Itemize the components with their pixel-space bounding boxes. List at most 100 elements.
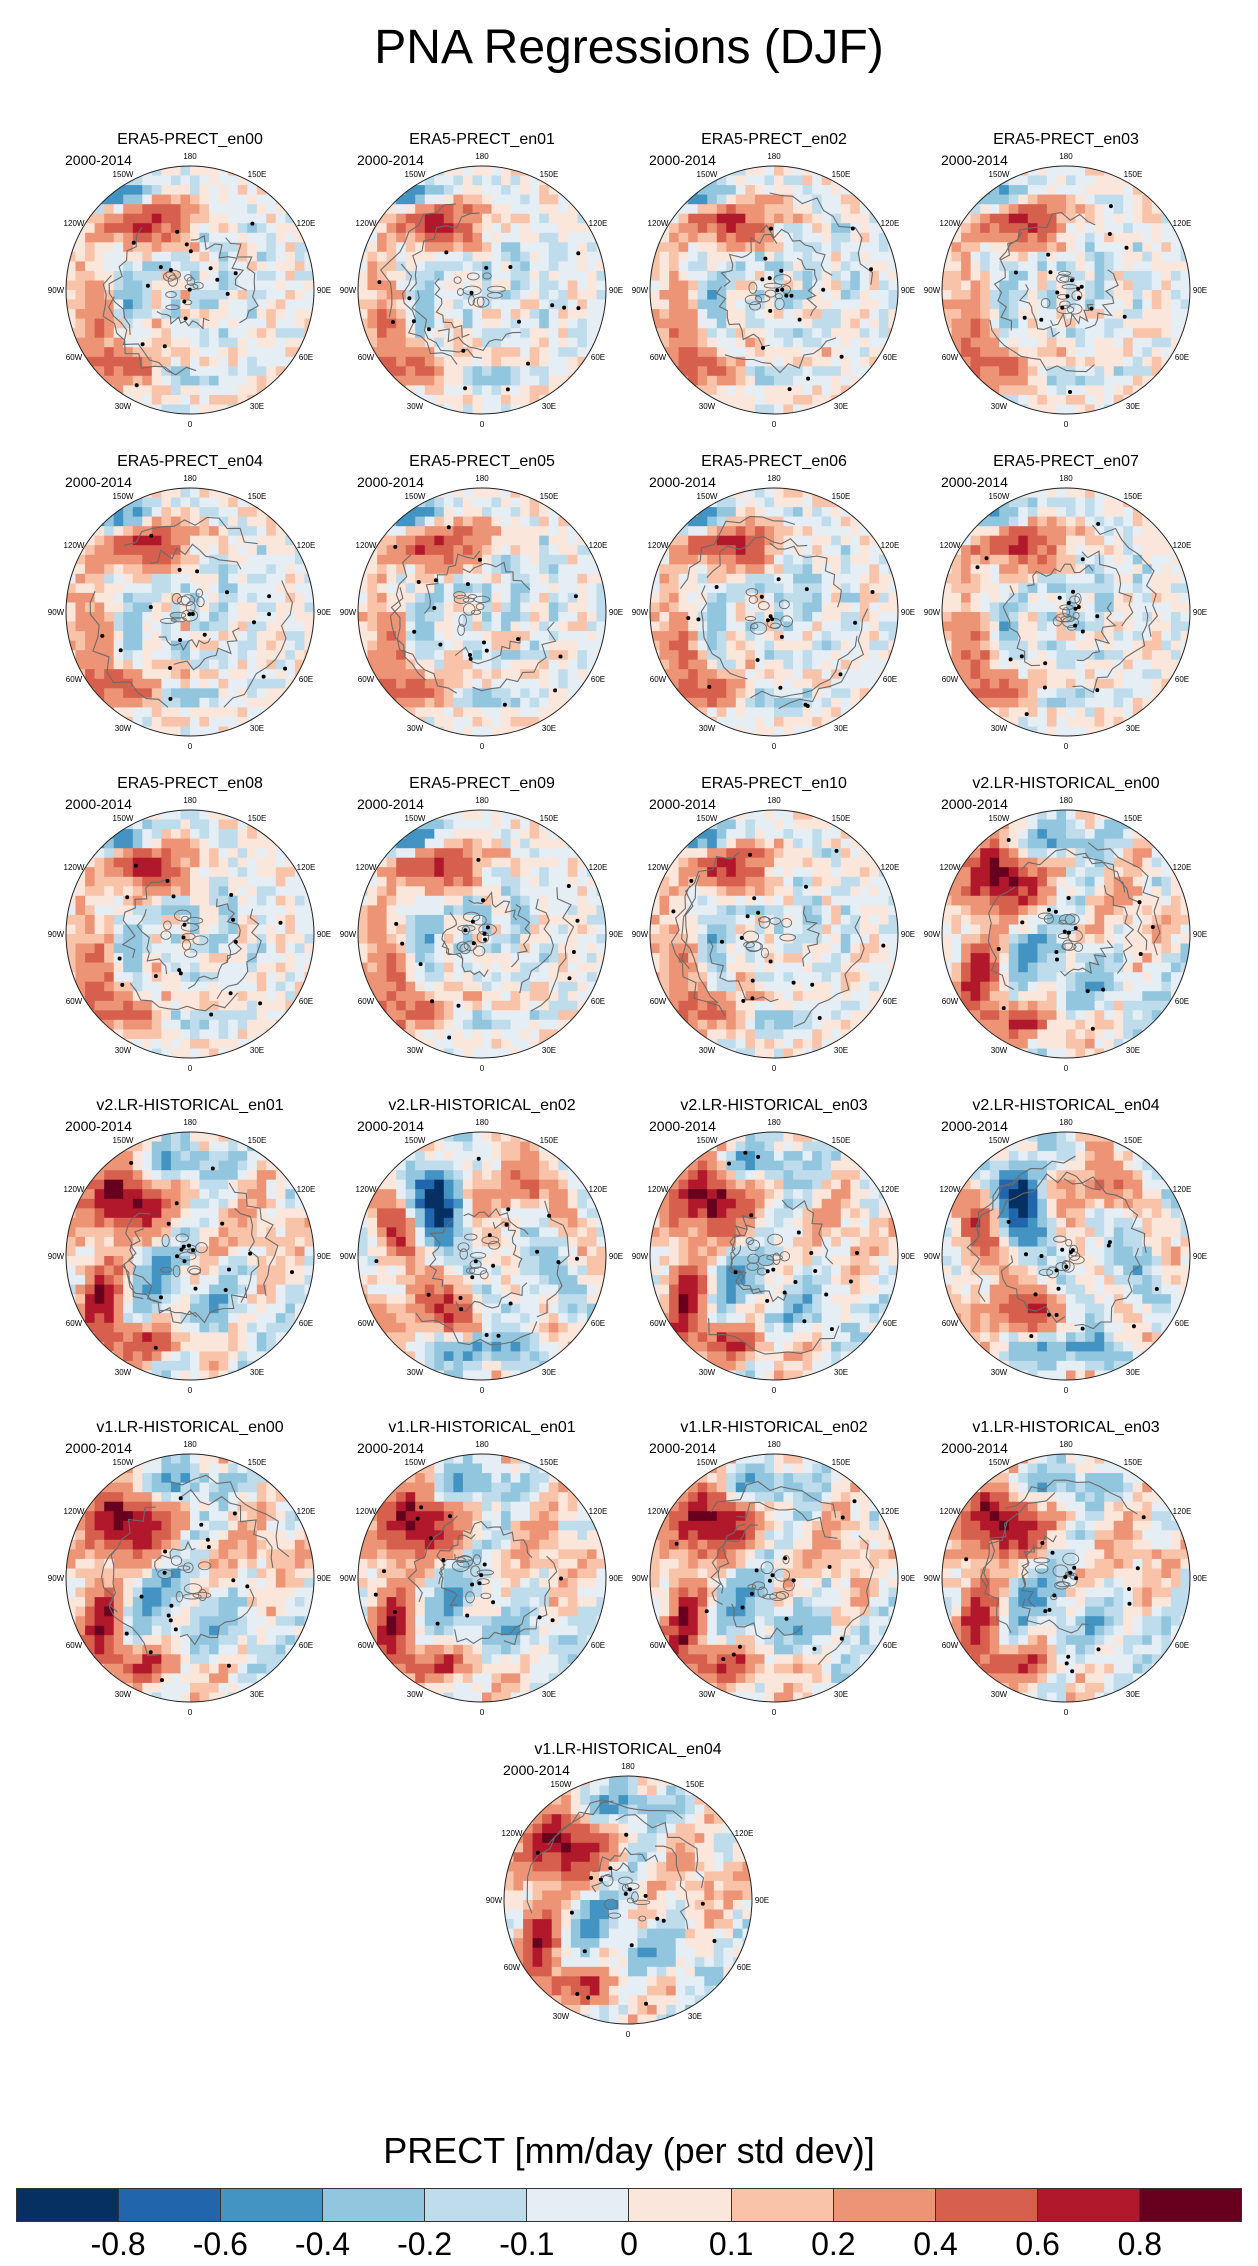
panel-period: 2000-2014	[941, 474, 1008, 490]
significance-dot	[382, 1569, 386, 1574]
significance-dot	[175, 1254, 179, 1259]
colorbar-box	[833, 2189, 936, 2221]
longitude-label: 30E	[250, 724, 264, 733]
significance-dot	[448, 1514, 452, 1519]
significance-dot	[476, 1156, 481, 1161]
significance-dot	[741, 998, 746, 1003]
regression-field	[358, 1454, 606, 1702]
longitude-label: 30W	[407, 402, 424, 411]
significance-dot	[1040, 1541, 1045, 1545]
longitude-label: 90E	[609, 1252, 623, 1261]
significance-dot	[562, 305, 567, 310]
longitude-label: 0	[772, 1708, 777, 1717]
panel-period: 2000-2014	[357, 1118, 424, 1134]
panel-title: v1.LR-HISTORICAL_en02	[680, 1419, 867, 1436]
significance-dot	[1101, 987, 1106, 992]
longitude-label: 60W	[358, 353, 375, 362]
longitude-label: 30E	[834, 1046, 848, 1055]
significance-dot	[484, 265, 489, 270]
significance-dot	[463, 386, 468, 391]
coastline	[526, 1799, 705, 1930]
panel-title: ERA5-PRECT_en00	[117, 131, 263, 148]
map-border	[941, 809, 1191, 1059]
map-panel: 180 150E 120E 90E 60E 30E 0 30W 60W 90W 120W 150W ER…	[632, 775, 915, 1073]
colorbar-box	[1037, 2189, 1140, 2221]
significance-dot	[508, 1301, 513, 1306]
longitude-label: 30E	[834, 724, 848, 733]
significance-dot	[1054, 1268, 1059, 1273]
panel-title: v2.LR-HISTORICAL_en04	[972, 1097, 1159, 1114]
significance-dot	[721, 1657, 726, 1662]
significance-dot	[804, 587, 809, 592]
longitude-label: 90W	[632, 1252, 649, 1261]
significance-dot	[131, 240, 136, 245]
significance-dot	[145, 283, 150, 288]
significance-dot	[231, 1578, 236, 1583]
longitude-label: 120E	[735, 1829, 754, 1838]
significance-dot	[1056, 1286, 1061, 1291]
significance-dot	[754, 1568, 759, 1573]
significance-dot	[791, 1578, 796, 1583]
longitude-label: 60W	[504, 1963, 521, 1972]
longitude-label: 60W	[66, 1641, 83, 1650]
longitude-label: 120E	[1173, 863, 1192, 872]
significance-dot	[731, 1652, 736, 1657]
longitude-label: 30W	[115, 724, 132, 733]
longitude-label: 150W	[405, 492, 426, 501]
longitude-label: 90W	[340, 930, 357, 939]
longitude-label: 120E	[589, 541, 608, 550]
significance-dot	[229, 892, 234, 897]
map-border	[649, 1131, 899, 1381]
longitude-label: 0	[188, 1064, 193, 1073]
significance-dot	[749, 1591, 754, 1596]
significance-dot	[727, 1161, 731, 1166]
longitude-label: 30E	[250, 1368, 264, 1377]
significance-dot	[1013, 270, 1018, 275]
map-panel: 180 150E 120E 90E 60E 30E 0 30W 60W 90W 120W 150W v1…	[632, 1419, 915, 1717]
significance-dot	[505, 387, 510, 392]
significance-dot	[245, 1584, 250, 1589]
significance-dot	[415, 1516, 420, 1521]
significance-dot	[573, 594, 578, 599]
significance-dot	[461, 348, 466, 353]
significance-dot	[586, 1995, 591, 2000]
significance-dot	[139, 1594, 144, 1599]
longitude-label: 180	[767, 152, 781, 161]
significance-dot	[162, 1570, 167, 1575]
longitude-label: 90W	[632, 286, 649, 295]
longitude-label: 150W	[697, 492, 718, 501]
significance-dot	[771, 1267, 776, 1272]
longitude-label: 150W	[113, 814, 134, 823]
significance-dot	[655, 1916, 660, 1921]
significance-dot	[643, 1893, 648, 1898]
longitude-label: 180	[475, 796, 489, 805]
longitude-label: 0	[188, 742, 193, 751]
significance-dot	[485, 925, 490, 930]
longitude-label: 120W	[940, 219, 961, 228]
panel-title: ERA5-PRECT_en03	[993, 131, 1139, 148]
significance-dot	[390, 320, 395, 325]
longitude-label: 150E	[248, 170, 267, 179]
significance-dot	[661, 1918, 666, 1923]
longitude-label: 90W	[924, 930, 941, 939]
significance-dot	[483, 937, 487, 942]
regression-field	[66, 166, 314, 414]
longitude-label: 90E	[1193, 608, 1207, 617]
colorbar-box	[527, 2189, 630, 2221]
significance-dot	[802, 1319, 807, 1324]
panel-title: v2.LR-HISTORICAL_en03	[680, 1097, 867, 1114]
significance-dot	[133, 863, 138, 868]
significance-dot	[1070, 1248, 1075, 1253]
longitude-label: 150E	[540, 814, 559, 823]
longitude-label: 60W	[66, 997, 83, 1006]
significance-dot	[1073, 623, 1078, 628]
coastline	[966, 1155, 1147, 1330]
significance-dot	[179, 1247, 184, 1252]
significance-dot	[793, 1280, 798, 1284]
regression-field	[650, 166, 898, 414]
significance-dot	[178, 638, 183, 642]
longitude-label: 30E	[1126, 1046, 1140, 1055]
significance-dot	[517, 319, 521, 324]
significance-dot	[426, 327, 431, 332]
longitude-label: 90E	[317, 1574, 331, 1583]
